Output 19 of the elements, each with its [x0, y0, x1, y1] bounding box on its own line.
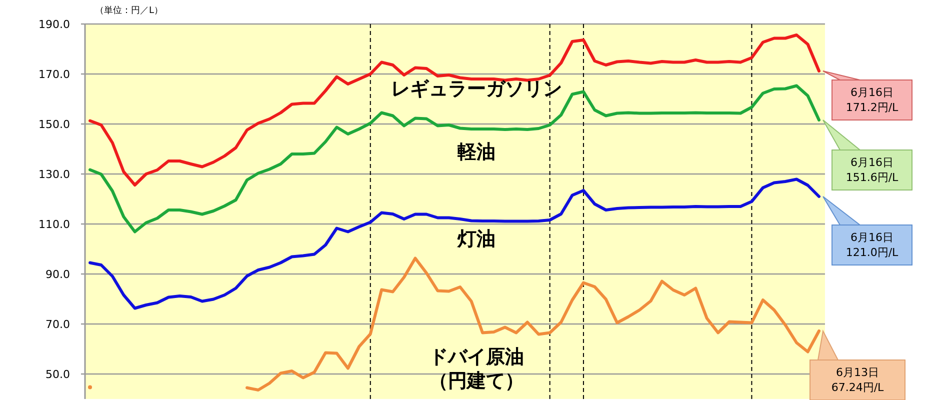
y-tick-label: 170.0 [38, 68, 70, 81]
series-label: 灯油 [456, 226, 496, 251]
y-tick-label: 70.0 [46, 318, 70, 331]
series-label: 軽油 [456, 140, 496, 164]
line-series [88, 178, 820, 310]
text: 6月16日 151.6円/L [846, 156, 900, 184]
text: 6月16日 121.0円/L [846, 231, 900, 259]
y-tick-label: 90.0 [46, 268, 70, 281]
series-label: レギュラーガソリン [390, 77, 563, 101]
text: 6月16日 171.2円/L [846, 86, 900, 114]
y-tick-label: 150.0 [38, 118, 70, 131]
y-tick-label: 130.0 [38, 168, 70, 181]
series-label: ドバイ原油（円建て） [428, 345, 525, 394]
line-series [88, 34, 820, 186]
y-tick-label: 110.0 [38, 218, 70, 231]
y-tick-label: 50.0 [46, 368, 70, 381]
y-tick-label: 190.0 [38, 18, 70, 31]
text: 6月13日 67.24円/L [831, 366, 885, 394]
y-axis-title: （単位：円／L） [95, 5, 164, 16]
